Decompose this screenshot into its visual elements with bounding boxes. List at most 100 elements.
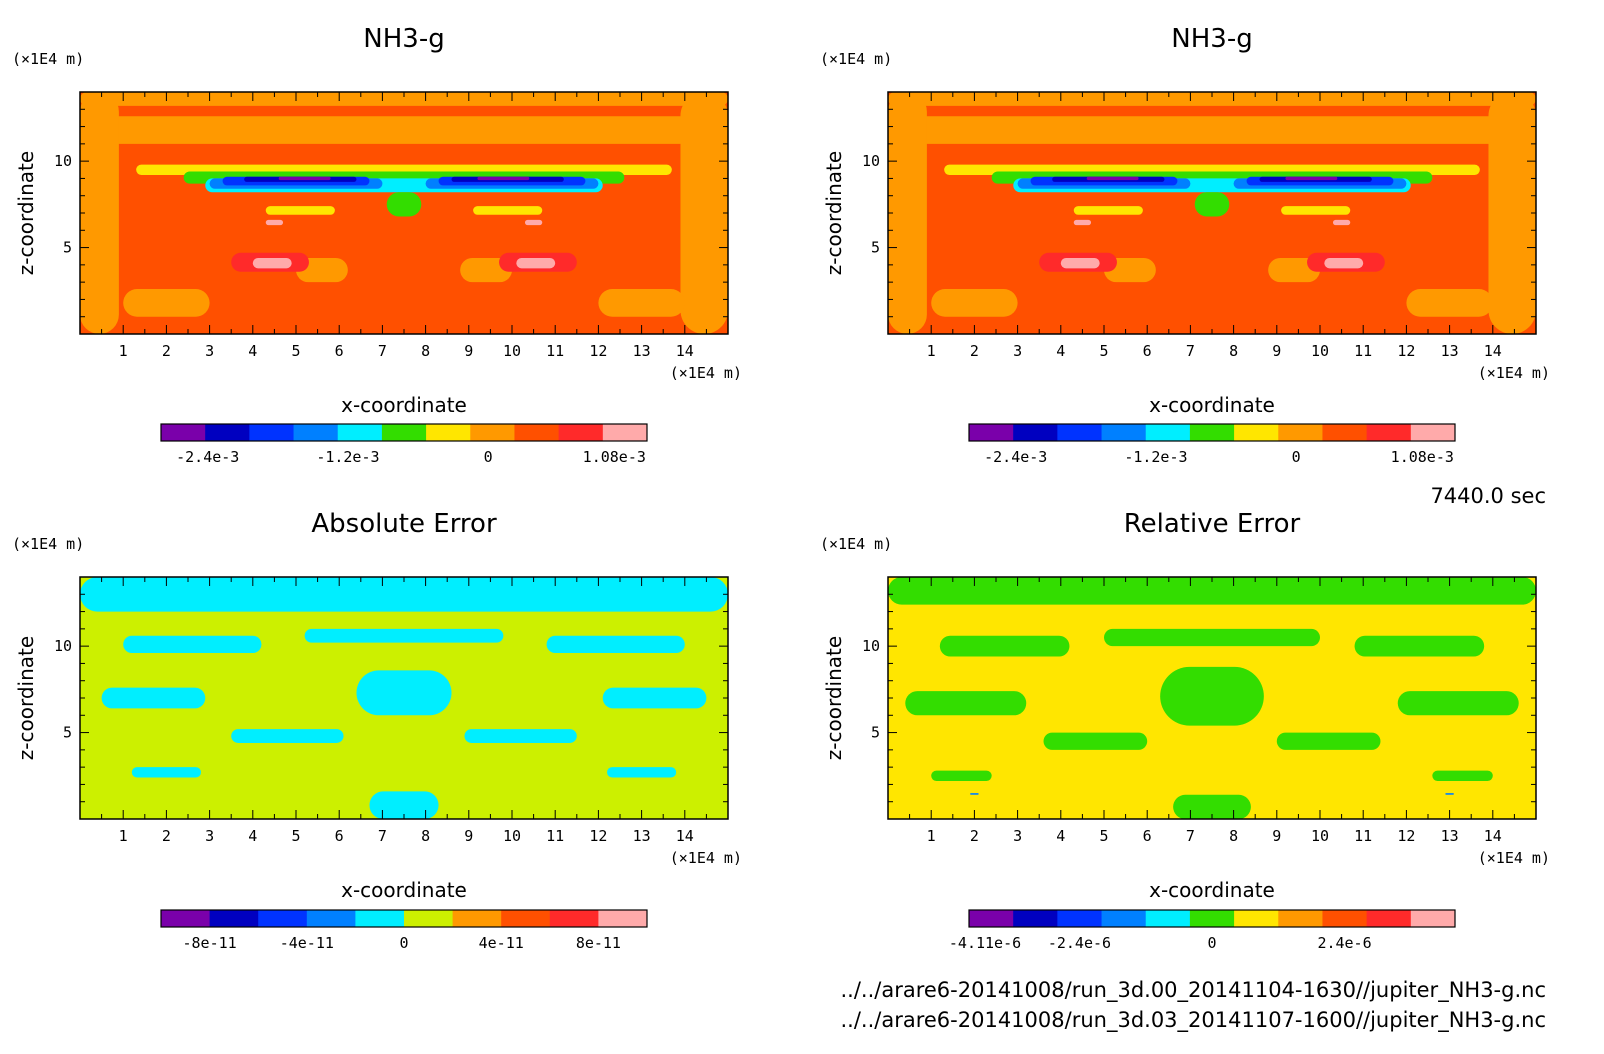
- heatmap-region: [939, 635, 1070, 657]
- x-tick-label: 13: [1441, 827, 1459, 845]
- colorbar-swatch: [1145, 424, 1191, 441]
- heatmap-region: [252, 257, 292, 269]
- colorbar-swatch: [337, 424, 383, 441]
- x-tick-label: 14: [1484, 827, 1502, 845]
- colorbar-tick-label: -2.4e-6: [1048, 934, 1111, 952]
- x-tick-label: 13: [633, 827, 651, 845]
- heatmap-region: [80, 92, 728, 106]
- colorbar-tick-label: -4.11e-6: [949, 934, 1021, 952]
- colorbar-swatch: [1278, 910, 1323, 927]
- heatmap-region: [356, 670, 452, 716]
- z-unit-label: (×1E4 m): [820, 50, 892, 68]
- heatmap-region: [265, 219, 284, 226]
- heatmap-region: [524, 219, 543, 226]
- z-axis-label: z-coordinate: [14, 636, 38, 760]
- heatmap-region: [80, 577, 728, 612]
- heatmap-region: [1432, 770, 1493, 781]
- colorbar-swatch: [1189, 910, 1235, 927]
- x-tick-label: 5: [1099, 827, 1108, 845]
- heatmap-region: [1397, 691, 1519, 716]
- x-tick-label: 4: [248, 827, 257, 845]
- heatmap-region: [1281, 206, 1351, 215]
- x-tick-label: 3: [205, 827, 214, 845]
- panel-title: Absolute Error: [311, 509, 497, 539]
- colorbar-swatch: [1322, 424, 1368, 441]
- heatmap-region: [1276, 732, 1381, 750]
- heatmap-region: [931, 289, 1018, 317]
- heatmap-region: [1332, 219, 1351, 226]
- x-tick-label: 12: [1397, 827, 1415, 845]
- colorbar-swatch: [1278, 424, 1323, 441]
- heatmap-region: [1104, 257, 1156, 283]
- x-tick-label: 9: [1272, 827, 1281, 845]
- heatmap-region: [464, 729, 577, 743]
- heatmap-region: [1285, 176, 1338, 181]
- colorbar-swatch: [1410, 910, 1456, 927]
- colorbar-swatch: [161, 910, 211, 927]
- heatmap-region: [296, 257, 348, 283]
- heatmap-region: [1488, 92, 1536, 334]
- z-unit-label: (×1E4 m): [12, 50, 84, 68]
- colorbar-swatch: [1013, 424, 1058, 441]
- x-tick-label: 8: [1229, 342, 1238, 360]
- heatmap-region: [231, 729, 344, 743]
- colorbar-tick-label: 8e-11: [576, 934, 621, 952]
- x-tick-label: 5: [291, 827, 300, 845]
- colorbar-swatch: [1234, 910, 1279, 927]
- x-tick-label: 5: [1099, 342, 1108, 360]
- z-tick-label: 10: [54, 152, 72, 170]
- colorbar-swatch: [404, 910, 454, 927]
- file-path-2: ../../arare6-20141008/run_3d.03_20141107…: [840, 1008, 1546, 1033]
- z-unit-label: (×1E4 m): [12, 535, 84, 553]
- x-unit-label: (×1E4 m): [1478, 364, 1550, 382]
- colorbar-swatch: [1057, 910, 1103, 927]
- x-tick-label: 7: [1186, 342, 1195, 360]
- x-tick-label: 2: [162, 342, 171, 360]
- heatmap-region: [970, 793, 979, 795]
- z-tick-label: 10: [54, 637, 72, 655]
- x-axis-label: x-coordinate: [1149, 878, 1275, 902]
- heatmap-region: [598, 289, 685, 317]
- x-tick-label: 11: [546, 827, 564, 845]
- panel-2: NH3-g(×1E4 m)1 2 3 4 5 6 7 8 9 10 11 12 13 14510(×1E4…: [820, 24, 1550, 466]
- heatmap-region: [1445, 793, 1454, 795]
- x-tick-label: 6: [335, 827, 344, 845]
- colorbar-tick-label: 1.08e-3: [1391, 448, 1454, 466]
- colorbar-tick-label: 0: [1292, 448, 1301, 466]
- x-tick-label: 8: [1229, 827, 1238, 845]
- x-tick-label: 12: [589, 342, 607, 360]
- heatmap-field: [888, 92, 1536, 334]
- x-tick-label: 7: [378, 342, 387, 360]
- x-tick-label: 2: [970, 342, 979, 360]
- colorbar: -2.4e-3 -1.2e-3 0 1.08e-3: [160, 423, 648, 466]
- colorbar-tick-label: -8e-11: [183, 934, 237, 952]
- heatmap-region: [546, 635, 685, 654]
- colorbar-swatch: [470, 424, 515, 441]
- colorbar-swatch: [293, 424, 339, 441]
- x-tick-label: 4: [1056, 827, 1065, 845]
- colorbar-swatch: [1234, 424, 1279, 441]
- colorbar-swatch: [1366, 424, 1412, 441]
- heatmap-region: [888, 92, 927, 334]
- colorbar-frame: [968, 909, 1456, 928]
- panel-1: NH3-g(×1E4 m)1 2 3 4 5 6 7 8 9 10 11 12 13 14510(×1E4…: [12, 24, 742, 466]
- heatmap-region: [1073, 219, 1092, 226]
- x-tick-label: 4: [248, 342, 257, 360]
- heatmap-region: [1104, 628, 1320, 647]
- heatmap-region: [888, 116, 1536, 144]
- x-tick-label: 3: [1013, 342, 1022, 360]
- colorbar-tick-label: 2.4e-6: [1317, 934, 1371, 952]
- time-label: 7440.0 sec: [1430, 484, 1546, 508]
- colorbar-swatch: [1145, 910, 1191, 927]
- x-tick-label: 6: [1143, 342, 1152, 360]
- heatmap-region: [1086, 176, 1139, 181]
- colorbar-swatch: [969, 424, 1014, 441]
- x-tick-label: 6: [335, 342, 344, 360]
- colorbar-swatch: [1366, 910, 1412, 927]
- x-tick-label: 8: [421, 827, 430, 845]
- colorbar-swatch: [1322, 910, 1368, 927]
- heatmap-region: [931, 770, 992, 781]
- colorbar-swatch: [306, 910, 356, 927]
- x-axis-label: x-coordinate: [341, 393, 467, 417]
